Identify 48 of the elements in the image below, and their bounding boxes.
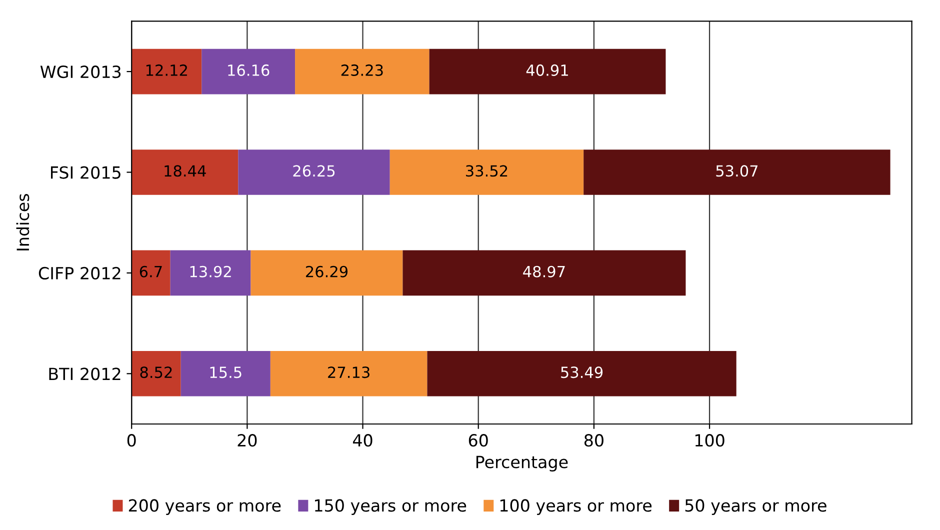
y-tick-label: FSI 2015 bbox=[51, 166, 120, 179]
bar bbox=[295, 48, 430, 94]
bar bbox=[238, 150, 390, 195]
x-tick-label: 40 bbox=[352, 434, 372, 447]
y-tick-label: CIFP 2012 bbox=[38, 266, 120, 280]
x-tick-label: 0 bbox=[127, 434, 136, 447]
y-axis-title: Indices bbox=[16, 194, 30, 250]
legend-label: 200 years or more bbox=[128, 499, 281, 515]
bar bbox=[427, 350, 736, 396]
data-label: 6.7 bbox=[140, 266, 162, 278]
bar bbox=[132, 350, 181, 396]
x-axis-title: Percentage bbox=[476, 456, 568, 472]
bar bbox=[584, 150, 890, 195]
bar bbox=[202, 48, 296, 94]
data-label: 15.5 bbox=[210, 366, 242, 378]
data-label: 53.49 bbox=[561, 366, 603, 378]
legend-label: 150 years or more bbox=[315, 499, 466, 515]
x-tick-label: 20 bbox=[238, 434, 257, 447]
data-label: 8.52 bbox=[140, 366, 172, 378]
data-label: 48.97 bbox=[523, 266, 565, 278]
bar bbox=[429, 48, 666, 94]
bar bbox=[132, 150, 238, 195]
x-tick-label: 60 bbox=[468, 434, 488, 447]
data-label: 27.13 bbox=[328, 366, 370, 378]
data-label: 18.44 bbox=[164, 165, 206, 177]
bar bbox=[402, 250, 686, 296]
bar bbox=[390, 150, 584, 195]
data-label: 53.07 bbox=[716, 165, 758, 177]
y-tick-label: BTI 2012 bbox=[49, 368, 120, 380]
bar bbox=[132, 48, 202, 94]
bar bbox=[170, 250, 251, 296]
x-tick-label: 80 bbox=[584, 434, 604, 447]
data-label: 26.25 bbox=[293, 165, 335, 177]
bar bbox=[132, 250, 170, 296]
legend-label: 100 years or more bbox=[500, 499, 652, 515]
data-label: 16.16 bbox=[228, 64, 270, 76]
legend-label: 50 years or more bbox=[685, 499, 826, 515]
data-label: 12.12 bbox=[146, 64, 187, 76]
x-tick-label: 100 bbox=[695, 434, 724, 447]
data-label: 40.91 bbox=[526, 64, 568, 76]
data-label: 23.23 bbox=[341, 64, 383, 76]
bar bbox=[270, 350, 428, 396]
data-label: 33.52 bbox=[466, 165, 508, 177]
data-label: 13.92 bbox=[190, 266, 231, 278]
y-tick-label: WGI 2013 bbox=[40, 66, 121, 78]
bar bbox=[180, 350, 270, 396]
data-label: 26.29 bbox=[306, 266, 348, 278]
bar bbox=[250, 250, 403, 296]
